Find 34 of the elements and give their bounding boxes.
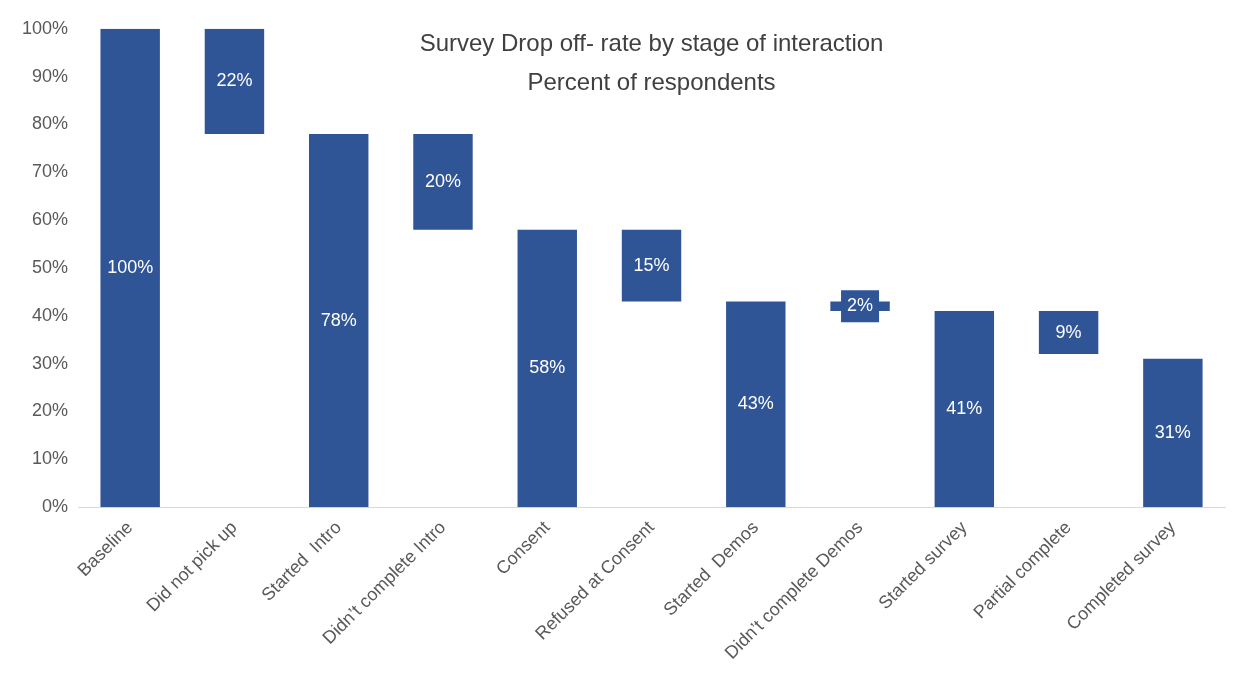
chart-title: Survey Drop off- rate by stage of interaction (419, 29, 884, 57)
bar (100, 28, 160, 508)
data-label: 2% (847, 295, 874, 316)
bar (1038, 311, 1099, 355)
data-label: 20% (424, 170, 461, 191)
y-tick-label: 70% (32, 161, 69, 182)
bar (413, 134, 473, 230)
bar (1143, 358, 1203, 508)
bar (621, 229, 682, 302)
y-tick-label: 60% (32, 209, 69, 230)
y-tick-label: 0% (42, 496, 69, 517)
data-label: 31% (1154, 421, 1191, 442)
bar (517, 229, 577, 508)
y-tick-label: 40% (32, 304, 69, 325)
data-label: 15% (633, 254, 670, 275)
y-tick-label: 90% (32, 65, 69, 86)
y-tick-label: 30% (32, 352, 69, 373)
data-label: 100% (107, 256, 154, 277)
data-label: 9% (1055, 321, 1082, 342)
data-label: 78% (320, 309, 357, 330)
bar (308, 134, 369, 508)
y-tick-label: 80% (32, 113, 69, 134)
data-label: 43% (737, 393, 774, 414)
data-label: 22% (216, 70, 253, 91)
y-tick-label: 100% (21, 17, 69, 38)
y-tick-label: 20% (32, 400, 69, 421)
bar (204, 28, 265, 135)
y-tick-label: 50% (32, 256, 69, 277)
bar (726, 301, 786, 508)
data-label: 41% (946, 398, 983, 419)
y-tick-label: 10% (32, 448, 69, 469)
bar (934, 311, 995, 508)
data-label: 58% (529, 357, 566, 378)
text: Percent of respondents (527, 68, 776, 96)
